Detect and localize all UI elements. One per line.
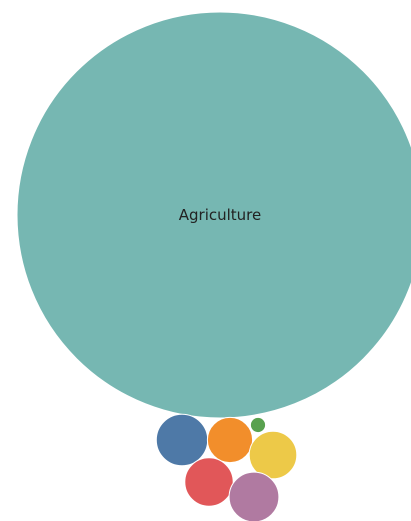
bubble-item-4[interactable] — [248, 430, 298, 480]
bubble-item-1[interactable] — [155, 413, 209, 467]
bubble-item-5[interactable] — [184, 457, 234, 507]
bubble-item-6[interactable] — [228, 471, 280, 521]
bubble-agriculture[interactable] — [16, 11, 411, 419]
bubble-item-3[interactable] — [249, 416, 267, 434]
bubble-item-2[interactable] — [206, 416, 254, 464]
bubble-label-agriculture: Agriculture — [179, 206, 262, 224]
